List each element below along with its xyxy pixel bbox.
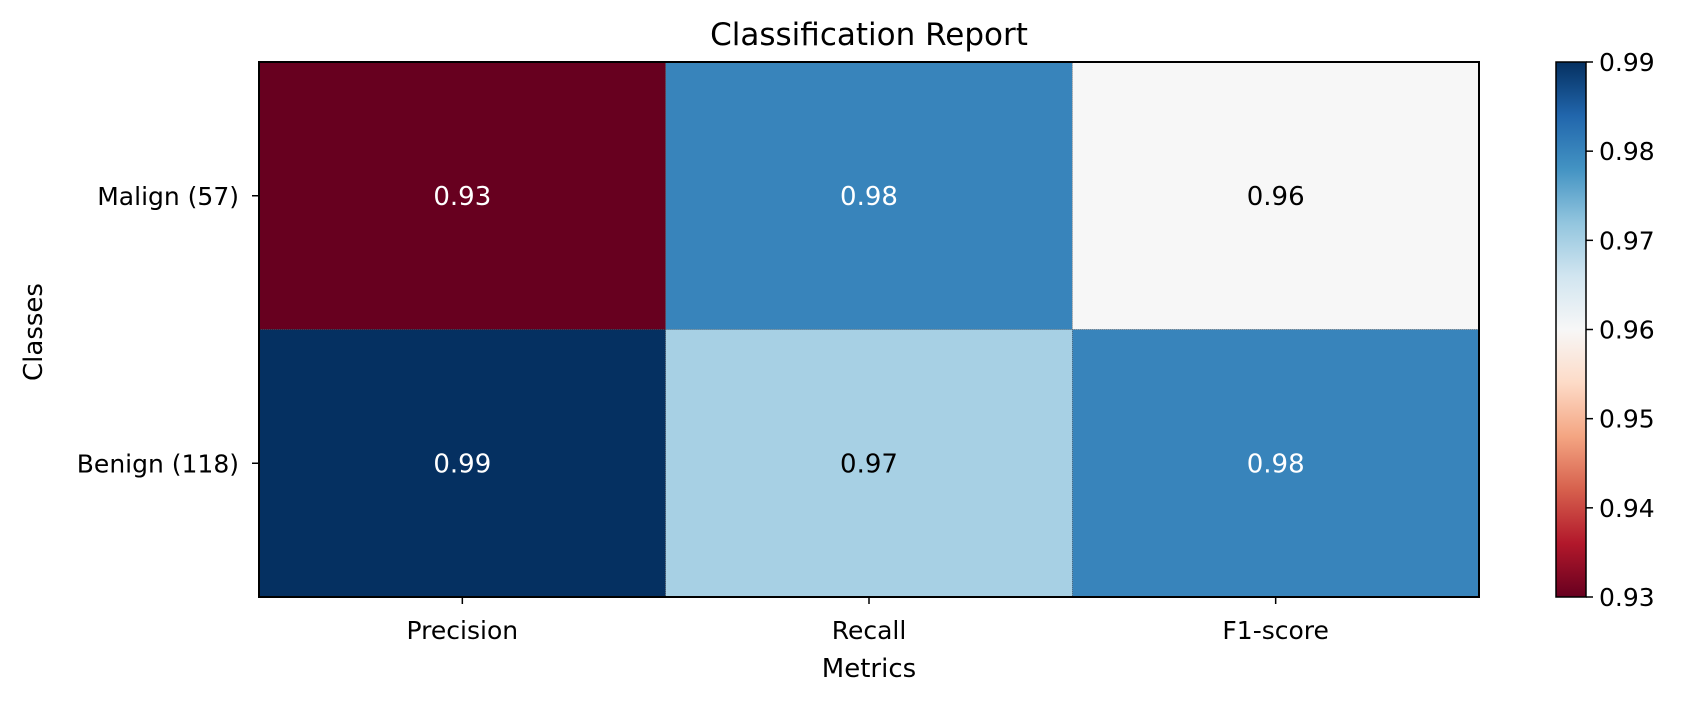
y-tick-label: Benign (118)	[77, 449, 239, 478]
colorbar-tick-label: 0.99	[1599, 48, 1655, 77]
y-tick-label: Malign (57)	[97, 182, 239, 211]
heatmap-cell-label: 0.98	[1247, 449, 1305, 479]
heatmap-cell	[258, 329, 666, 598]
heatmap-cell-label: 0.99	[433, 449, 491, 479]
heatmap-cell	[1072, 329, 1480, 598]
x-axis-ticks: Precision Recall F1-score	[407, 597, 1329, 645]
colorbar-tick-label: 0.96	[1599, 316, 1655, 345]
x-tick-label: Precision	[407, 616, 519, 645]
colorbar-ticks: 0.93 0.94 0.95 0.96 0.97 0.98 0.99	[1586, 48, 1655, 612]
heatmap-cell-label: 0.93	[433, 182, 491, 212]
colorbar-tick-label: 0.97	[1599, 226, 1655, 255]
y-axis-ticks: Malign (57) Benign (118)	[77, 182, 259, 478]
heatmap-cell	[1072, 61, 1480, 330]
colorbar-tick-label: 0.98	[1599, 137, 1655, 166]
x-tick-label: Recall	[832, 616, 907, 645]
y-axis-label: Classes	[19, 283, 49, 381]
colorbar-tick-label: 0.93	[1599, 583, 1655, 612]
colorbar-tick-label: 0.95	[1599, 405, 1655, 434]
heatmap-cell	[665, 61, 1073, 330]
heatmap-cell	[665, 329, 1073, 598]
heatmap-cell	[258, 61, 666, 330]
colorbar-tick-label: 0.94	[1599, 494, 1655, 523]
x-tick-label: F1-score	[1222, 616, 1328, 645]
colorbar: 0.93 0.94 0.95 0.96 0.97 0.98 0.99	[1555, 48, 1655, 612]
x-axis-label: Metrics	[822, 654, 916, 684]
heatmap-cell-label: 0.96	[1247, 182, 1305, 212]
heatmap-cell-labels: 0.93 0.98 0.96 0.99 0.97 0.98	[433, 182, 1304, 480]
heatmap-cell-label: 0.98	[840, 182, 898, 212]
colorbar-gradient	[1555, 61, 1587, 598]
chart-title: Classification Report	[710, 17, 1028, 53]
heatmap-cells	[258, 61, 1480, 598]
heatmap-cell-label: 0.97	[840, 449, 898, 479]
